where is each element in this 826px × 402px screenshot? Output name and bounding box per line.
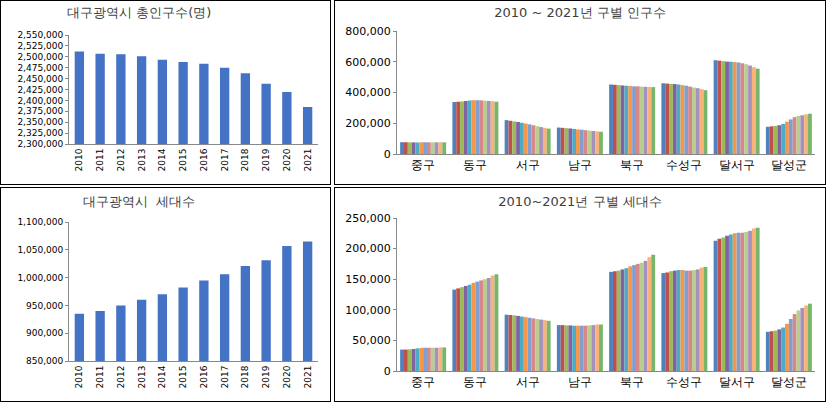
svg-text:2,400,000: 2,400,000 [17,96,63,106]
svg-text:동구: 동구 [463,158,487,172]
svg-text:2015: 2015 [178,149,188,172]
svg-text:2012: 2012 [116,149,126,172]
svg-text:2,525,000: 2,525,000 [17,41,63,51]
svg-text:250,000: 250,000 [345,212,391,225]
svg-text:2,350,000: 2,350,000 [17,117,63,127]
svg-text:중구: 중구 [411,375,435,389]
svg-text:0: 0 [384,365,391,378]
svg-text:2013: 2013 [137,366,147,389]
svg-text:1,100,000: 1,100,000 [17,217,63,227]
svg-text:2,500,000: 2,500,000 [17,52,63,62]
svg-text:1,000,000: 1,000,000 [17,273,63,283]
svg-text:2016: 2016 [199,148,209,171]
svg-text:대구광역시 세대수: 대구광역시 세대수 [83,194,195,209]
svg-text:북구: 북구 [620,375,644,389]
svg-text:800,000: 800,000 [345,25,391,38]
svg-text:2,550,000: 2,550,000 [17,30,63,40]
svg-text:달서구: 달서구 [719,375,755,389]
svg-text:2017: 2017 [220,366,230,389]
svg-text:수성구: 수성구 [666,375,702,389]
svg-text:2010~2021년 구별 세대수: 2010~2021년 구별 세대수 [498,194,661,209]
svg-text:2016: 2016 [199,365,209,388]
svg-text:2018: 2018 [240,148,250,171]
svg-text:150,000: 150,000 [345,273,391,286]
svg-text:0: 0 [384,148,391,161]
svg-text:2011: 2011 [95,149,105,172]
svg-text:2019: 2019 [261,148,271,171]
svg-text:동구: 동구 [463,375,487,389]
svg-text:2014: 2014 [157,365,167,388]
svg-text:2,375,000: 2,375,000 [17,106,63,116]
svg-text:2011: 2011 [95,366,105,389]
svg-text:2012: 2012 [116,366,126,389]
svg-text:남구: 남구 [568,158,592,172]
svg-text:2020: 2020 [282,365,292,388]
svg-text:수성구: 수성구 [666,158,702,172]
svg-text:서구: 서구 [516,158,540,172]
svg-text:중구: 중구 [411,158,435,172]
svg-text:2010 ~ 2021년 구별 인구수: 2010 ~ 2021년 구별 인구수 [494,5,666,20]
svg-text:2021: 2021 [303,366,313,389]
svg-text:달서구: 달서구 [719,158,755,172]
svg-text:200,000: 200,000 [345,242,391,255]
svg-text:남구: 남구 [568,375,592,389]
svg-text:2,300,000: 2,300,000 [17,139,63,149]
svg-text:2020: 2020 [282,148,292,171]
svg-text:400,000: 400,000 [345,86,391,99]
svg-text:50,000: 50,000 [352,334,391,347]
svg-text:100,000: 100,000 [345,304,391,317]
svg-text:2021: 2021 [303,149,313,172]
svg-text:북구: 북구 [620,158,644,172]
svg-text:2018: 2018 [240,365,250,388]
svg-text:2019: 2019 [261,365,271,388]
svg-text:2,475,000: 2,475,000 [17,63,63,73]
svg-text:850,000: 850,000 [26,356,63,366]
svg-text:950,000: 950,000 [26,301,63,311]
svg-text:1,050,000: 1,050,000 [17,245,63,255]
svg-text:2013: 2013 [137,149,147,172]
svg-text:2015: 2015 [178,366,188,389]
svg-text:2,450,000: 2,450,000 [17,74,63,84]
svg-text:200,000: 200,000 [345,117,391,130]
svg-text:대구광역시 총인구수(명): 대구광역시 총인구수(명) [67,5,211,20]
svg-text:달성군: 달성군 [771,375,807,389]
svg-text:900,000: 900,000 [26,328,63,338]
svg-text:600,000: 600,000 [345,56,391,69]
svg-text:2017: 2017 [220,149,230,172]
svg-text:2,325,000: 2,325,000 [17,128,63,138]
svg-text:서구: 서구 [516,375,540,389]
svg-text:2010: 2010 [74,365,84,388]
svg-text:2,425,000: 2,425,000 [17,85,63,95]
svg-text:2010: 2010 [74,148,84,171]
svg-text:달성군: 달성군 [771,158,807,172]
svg-text:2014: 2014 [157,148,167,171]
